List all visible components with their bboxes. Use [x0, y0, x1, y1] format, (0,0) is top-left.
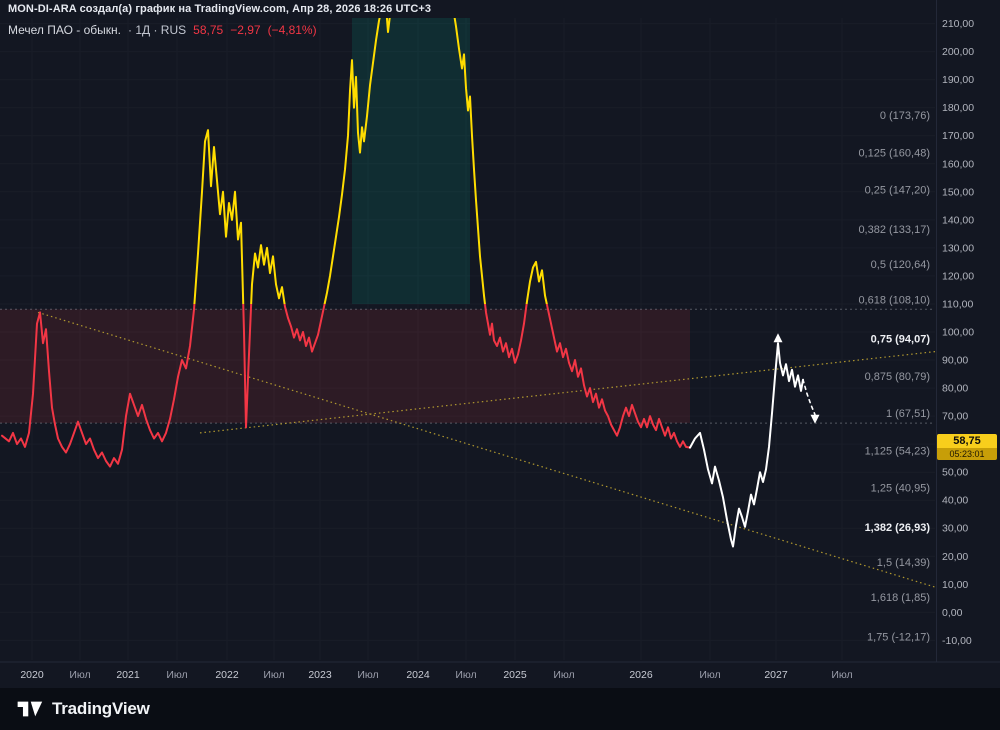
fib-level-label[interactable]: 1,125 (54,23)	[865, 445, 930, 457]
time-axis-label: Июл	[831, 669, 852, 681]
fib-level-label[interactable]: 0,25 (147,20)	[865, 185, 930, 197]
time-axis-label: Июл	[263, 669, 284, 681]
fib-level-label[interactable]: 0 (173,76)	[880, 110, 930, 122]
badge-price-value: 58,75	[937, 434, 997, 448]
fib-level-label[interactable]: 0,618 (108,10)	[858, 294, 930, 306]
time-axis-label: Июл	[455, 669, 476, 681]
time-axis-label: Июл	[357, 669, 378, 681]
fib-level-label[interactable]: 0,5 (120,64)	[871, 259, 930, 271]
price-axis-label: 90,00	[942, 355, 968, 367]
forecast-down-arrow-icon[interactable]	[810, 414, 820, 424]
tradingview-logo-icon[interactable]	[16, 697, 43, 721]
fib-level-label[interactable]: 0,875 (80,79)	[865, 371, 930, 383]
fib-level-label[interactable]: 1,75 (-12,17)	[867, 632, 930, 644]
legend-change: −2,97	[230, 23, 261, 37]
highlight-zone[interactable]	[352, 18, 470, 304]
price-chart[interactable]: 210,00 200,00 190,00 180,00 170,00 160,00 150,…	[0, 0, 1000, 688]
current-price-badge[interactable]: 58,75 05:23:01	[937, 434, 997, 460]
price-axis-label: 200,00	[942, 46, 974, 58]
time-axis[interactable]: 2020 Июл 2021 Июл 2022 Июл 2023 Июл 2024 Июл 2025 И…	[20, 669, 852, 681]
trendline[interactable]	[37, 311, 936, 588]
legend-last-price: 58,75	[193, 23, 224, 37]
price-axis-label: 20,00	[942, 551, 968, 563]
price-axis-label: 0,00	[942, 607, 963, 619]
time-axis-label: Июл	[699, 669, 720, 681]
fib-level-label[interactable]: 1,25 (40,95)	[871, 483, 930, 495]
time-axis-label: 2024	[406, 669, 430, 681]
price-axis-label: 140,00	[942, 214, 974, 226]
trendline[interactable]	[199, 351, 936, 434]
time-axis-label: 2025	[503, 669, 527, 681]
fib-level-label[interactable]: 1,618 (1,85)	[871, 592, 930, 604]
price-axis-label: 10,00	[942, 579, 968, 591]
tradingview-brand-text[interactable]: TradingView	[52, 699, 150, 718]
symbol-interval-exchange: · 1Д · RUS	[128, 23, 187, 37]
chart-attribution: MON-DI-ARA создал(а) график на TradingVi…	[8, 3, 432, 15]
fib-level-label[interactable]: 0,75 (94,07)	[871, 334, 931, 346]
legend-change-percent: (−4,81%)	[267, 23, 317, 37]
time-axis-label: 2021	[116, 669, 140, 681]
time-axis-label: Июл	[166, 669, 187, 681]
price-line-above-threshold	[193, 18, 548, 304]
price-axis-label: 180,00	[942, 102, 974, 114]
price-axis-label: 40,00	[942, 495, 968, 507]
symbol-title[interactable]: Мечел ПАО - обыкн.	[8, 23, 122, 37]
price-axis-label: 130,00	[942, 242, 974, 254]
price-axis[interactable]: 210,00 200,00 190,00 180,00 170,00 160,00 150,…	[942, 18, 974, 647]
time-axis-label: 2023	[308, 669, 332, 681]
time-axis-label: 2026	[629, 669, 653, 681]
forecast-zigzag-line[interactable]	[689, 342, 804, 548]
price-axis-label: 50,00	[942, 467, 968, 479]
fib-level-label[interactable]: 0,125 (160,48)	[858, 147, 930, 159]
fib-level-label[interactable]: 0,382 (133,17)	[858, 224, 930, 236]
price-axis-label: 120,00	[942, 270, 974, 282]
footer-bar: TradingView	[0, 688, 1000, 730]
time-axis-label: 2027	[764, 669, 788, 681]
price-axis-label: 100,00	[942, 327, 974, 339]
price-axis-label: 110,00	[942, 299, 973, 311]
price-axis-label: 190,00	[942, 74, 974, 86]
forecast-dotted-line[interactable]	[802, 378, 816, 416]
fib-level-label[interactable]: 1 (67,51)	[886, 408, 930, 420]
time-axis-label: Июл	[69, 669, 90, 681]
price-axis-label: 170,00	[942, 130, 974, 142]
chart-legend: Мечел ПАО - обыкн. · 1Д · RUS 58,75 −2,9…	[8, 23, 317, 37]
price-axis-label: 160,00	[942, 158, 974, 170]
time-axis-label: 2020	[20, 669, 44, 681]
price-axis-label: 210,00	[942, 18, 974, 30]
fib-retracement-band[interactable]	[0, 309, 690, 424]
price-axis-label: 70,00	[942, 411, 968, 423]
forecast-up-arrow-icon[interactable]	[773, 333, 783, 343]
price-axis-label: 30,00	[942, 523, 968, 535]
price-line-below-threshold	[1, 303, 691, 468]
time-axis-label: 2022	[215, 669, 239, 681]
badge-countdown-timer: 05:23:01	[937, 448, 997, 460]
time-axis-label: Июл	[553, 669, 574, 681]
price-axis-label: 150,00	[942, 186, 974, 198]
fib-level-label[interactable]: 1,382 (26,93)	[865, 522, 931, 534]
grid	[0, 18, 935, 660]
price-axis-label: -10,00	[942, 635, 972, 647]
price-axis-label: 80,00	[942, 383, 968, 395]
fib-level-label[interactable]: 1,5 (14,39)	[877, 557, 930, 569]
